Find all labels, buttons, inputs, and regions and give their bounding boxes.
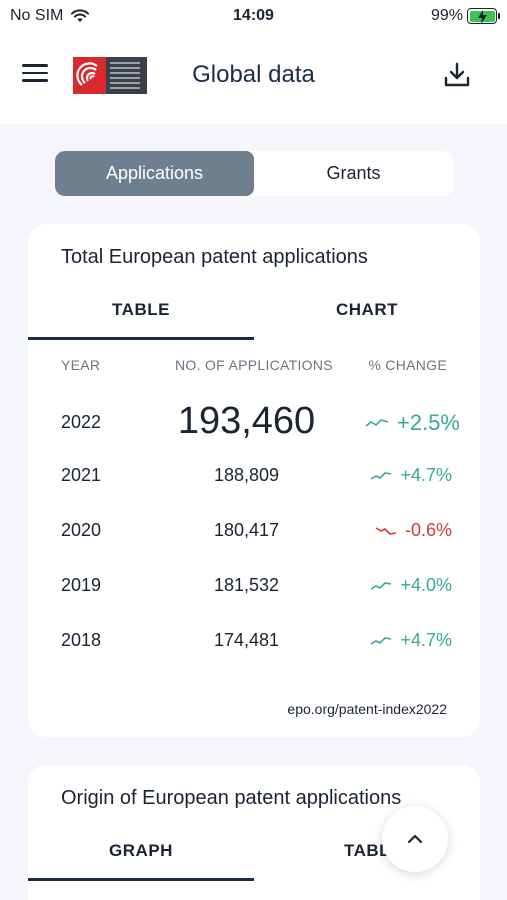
epo-logo [73, 57, 147, 94]
carrier-label: No SIM [10, 7, 64, 24]
row-count: 181,532 [213, 575, 280, 595]
download-icon[interactable] [443, 61, 471, 89]
card-title: Total European patent applications [61, 246, 368, 268]
trend-up-icon [371, 471, 392, 480]
scroll-to-top-button[interactable] [382, 806, 448, 872]
total-applications-card: Total European patent applications TABLE… [28, 224, 480, 737]
status-bar: No SIM 14:09 99% [0, 0, 507, 34]
menu-icon[interactable] [22, 64, 48, 86]
wifi-icon [71, 9, 90, 22]
source-link[interactable]: epo.org/patent-index2022 [287, 701, 447, 717]
row-count: 188,809 [213, 465, 280, 485]
column-header-change: % CHANGE [368, 357, 447, 373]
trend-down-icon [375, 526, 397, 535]
segment-grants[interactable]: Grants [326, 163, 381, 183]
column-header-applications: NO. OF APPLICATIONS [175, 357, 333, 373]
card-tabs: GRAPH TABL [28, 835, 480, 881]
row-year: 2022 [61, 412, 102, 432]
table-row: 2022 193,460 +2.5% [28, 400, 480, 442]
row-change-value: -0.6% [404, 520, 452, 540]
card-title: Origin of European patent applications [61, 787, 402, 809]
row-change-value: +2.5% [397, 410, 460, 435]
row-year: 2019 [61, 575, 102, 595]
row-change-value: +4.7% [400, 465, 452, 485]
row-change: +2.5% [365, 410, 460, 436]
row-change: +4.0% [370, 575, 452, 596]
page-title: Global data [192, 61, 315, 88]
column-header-year: YEAR [61, 357, 101, 373]
row-year: 2021 [61, 465, 102, 485]
battery-icon [467, 8, 500, 24]
row-year: 2020 [61, 520, 102, 540]
row-change: +4.7% [370, 630, 452, 651]
chevron-up-icon [407, 834, 423, 844]
row-change-value: +4.7% [400, 630, 452, 650]
row-change: -0.6% [375, 520, 452, 541]
row-count: 174,481 [213, 630, 280, 650]
row-count: 193,460 [177, 400, 316, 442]
trend-up-icon [365, 419, 389, 427]
row-change: +4.7% [370, 465, 452, 486]
table-row: 2020 180,417 -0.6% [28, 520, 480, 560]
status-time: 14:09 [233, 7, 274, 24]
tab-chart[interactable]: CHART [336, 300, 398, 319]
table-row: 2018 174,481 +4.7% [28, 630, 480, 670]
tab-table[interactable]: TABL [343, 841, 391, 860]
row-count: 180,417 [213, 520, 280, 540]
status-left: No SIM [10, 7, 90, 25]
row-change-value: +4.0% [400, 575, 452, 595]
trend-up-icon [371, 636, 392, 645]
status-right: 99% [430, 7, 500, 25]
row-year: 2018 [61, 630, 102, 650]
top-bar: Global data [0, 34, 507, 124]
tab-graph[interactable]: GRAPH [28, 835, 254, 881]
card-tabs: TABLE CHART [28, 294, 480, 340]
trend-up-icon [371, 581, 392, 590]
table-row: 2019 181,532 +4.0% [28, 575, 480, 615]
segment-applications[interactable]: Applications [55, 151, 254, 196]
table-row: 2021 188,809 +4.7% [28, 465, 480, 505]
data-type-segment: Applications Grants [55, 151, 453, 196]
battery-percent: 99% [430, 7, 463, 24]
tab-table[interactable]: TABLE [28, 294, 254, 340]
